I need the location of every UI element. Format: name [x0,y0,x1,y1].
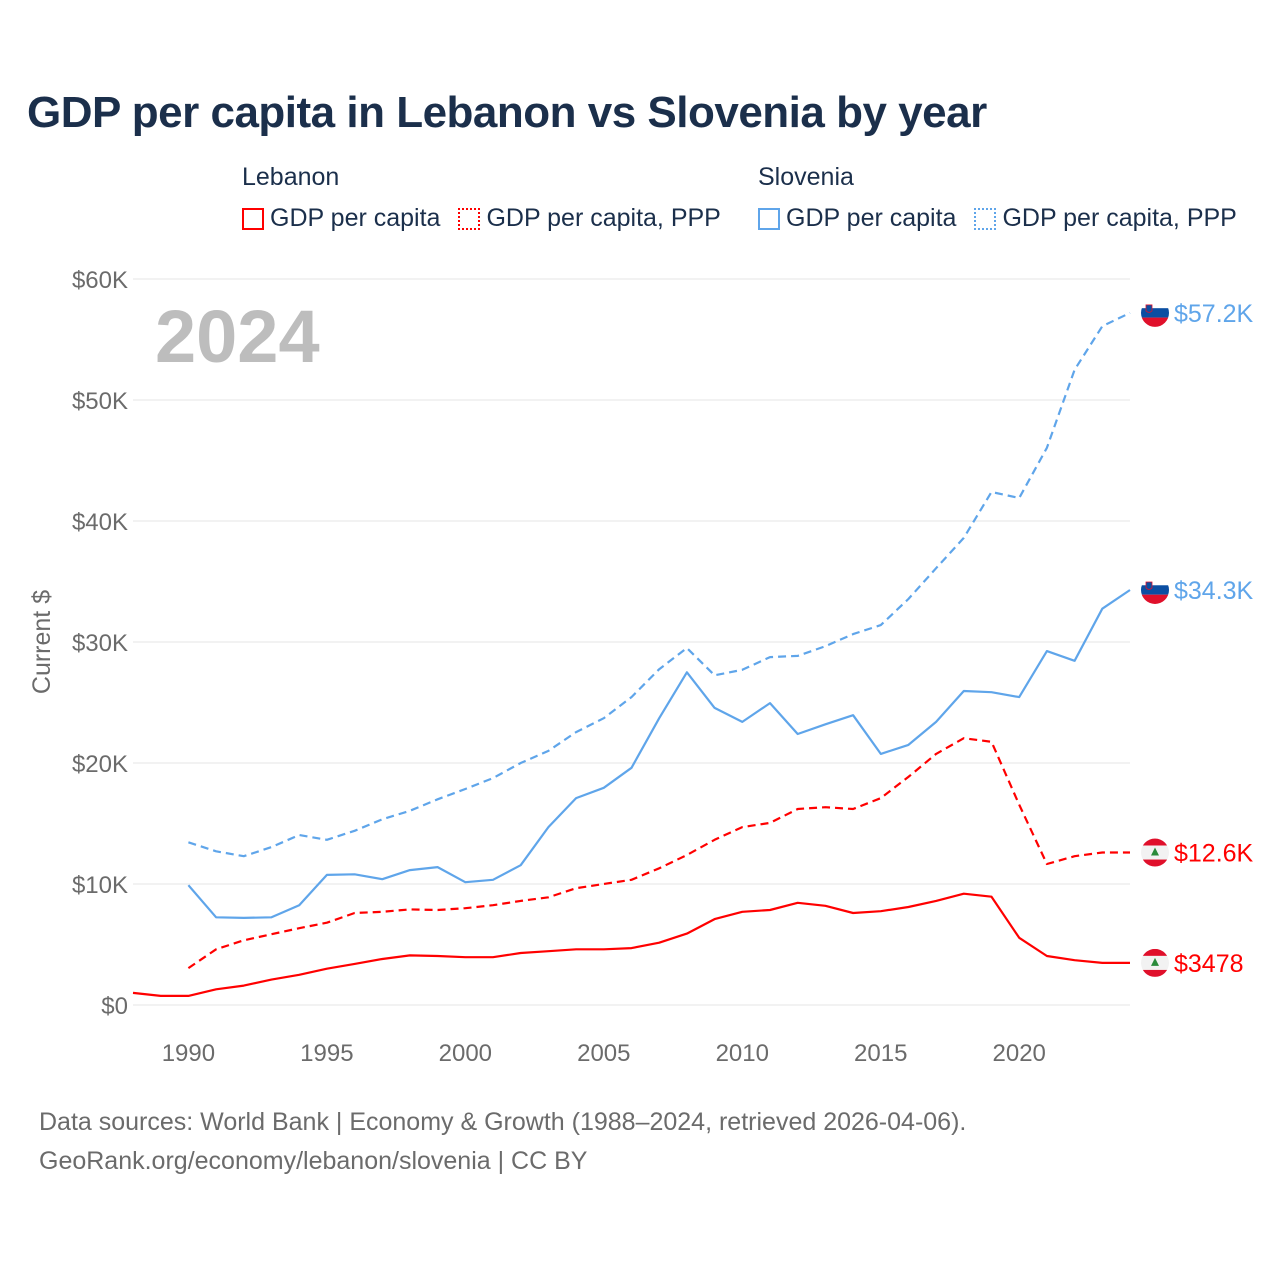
y-tick-label: $50K [72,388,128,415]
y-axis-ticks: $0 $10K $20K $30K $40K $50K $60K [72,267,128,1020]
cedar-icon [1151,847,1159,856]
x-tick-label: 2005 [577,1040,630,1067]
legend-item-slovenia-gdp[interactable]: GDP per capita [758,204,956,233]
x-tick-label: 2000 [439,1040,492,1067]
legend-country-label: Lebanon [242,163,340,191]
x-axis-ticks: 1990 1995 2000 2005 2010 2015 2020 [162,1040,1046,1067]
flag-body [1141,575,1169,604]
end-value-label: $57.2K [1174,300,1254,328]
chart-title: GDP per capita in Lebanon vs Slovenia by… [27,88,987,137]
legend-swatch-dotted [458,207,481,230]
flag-stripe-white [1141,575,1169,586]
x-tick-label: 1995 [300,1040,353,1067]
legend-swatch-solid [242,207,264,230]
series-line-slovenia-gdp-per-capita [187,589,1131,920]
year-overlay: 2024 [155,295,320,378]
x-tick-label: 2010 [716,1040,769,1067]
series-line-lebanon-gdp-per-capita-ppp [187,737,1130,970]
flag-stripe-red [1141,594,1169,604]
y-tick-label: $20K [72,751,128,778]
flag-stripe-white [1141,298,1169,309]
y-tick-label: $0 [101,993,128,1020]
end-value-label: $34.3K [1174,577,1254,605]
series-end-labels: $3478 $12.6K $34.3K $57.2K [1141,298,1254,978]
y-tick-label: $40K [72,509,128,536]
series-line-slovenia-gdp-per-capita-ppp [188,311,1131,858]
flag-stripe-red [1141,838,1169,846]
end-value-label: $12.6K [1174,840,1254,868]
legend-country-label: Slovenia [758,163,854,191]
flag-stripe-blue [1141,585,1169,595]
flag-slovenia-icon [1141,575,1169,604]
flag-slovenia-icon [1141,298,1169,327]
legend-label: GDP per capita [270,204,441,232]
flag-body [1141,298,1169,327]
flag-lebanon-icon [1141,838,1169,867]
coat-of-arms-icon [1145,304,1153,313]
y-axis-label: Current $ [28,590,56,694]
legend-group-slovenia: Slovenia GDP per capita GDP per capita, … [758,163,1237,233]
coat-of-arms-icon [1145,581,1153,590]
x-tick-label: 2020 [993,1040,1046,1067]
series-line-lebanon-gdp-per-capita [132,892,1130,998]
cedar-icon [1151,957,1159,966]
grid-lines [133,278,1130,1006]
legend-item-slovenia-ppp[interactable]: GDP per capita, PPP [974,204,1237,233]
x-tick-label: 2015 [854,1040,907,1067]
series-lines [132,311,1131,998]
x-tick-label: 1990 [162,1040,215,1067]
flag-body [1141,838,1169,867]
flag-body [1141,948,1169,977]
flag-stripe-blue [1141,308,1169,318]
footer-sources: Data sources: World Bank | Economy & Gro… [39,1108,967,1136]
end-value-label: $3478 [1174,950,1244,978]
legend-label: GDP per capita, PPP [486,204,721,232]
flag-lebanon-icon [1141,948,1169,977]
legend-swatch-dotted [974,207,997,230]
legend-item-lebanon-gdp[interactable]: GDP per capita [242,204,440,233]
y-tick-label: $30K [72,630,128,657]
flag-stripe-red [1141,859,1169,867]
legend-swatch-solid [758,207,780,230]
legend-item-lebanon-ppp[interactable]: GDP per capita, PPP [458,204,721,233]
flag-stripe-red [1141,969,1169,977]
legend-label: GDP per capita, PPP [1002,204,1237,232]
legend-group-lebanon: Lebanon GDP per capita GDP per capita, P… [242,163,721,233]
flag-stripe-red [1141,948,1169,956]
y-tick-label: $10K [72,872,128,899]
flag-stripe-red [1141,317,1169,327]
footer-attribution[interactable]: GeoRank.org/economy/lebanon/slovenia | C… [39,1147,588,1175]
y-tick-label: $60K [72,267,128,294]
legend-label: GDP per capita [786,204,957,232]
